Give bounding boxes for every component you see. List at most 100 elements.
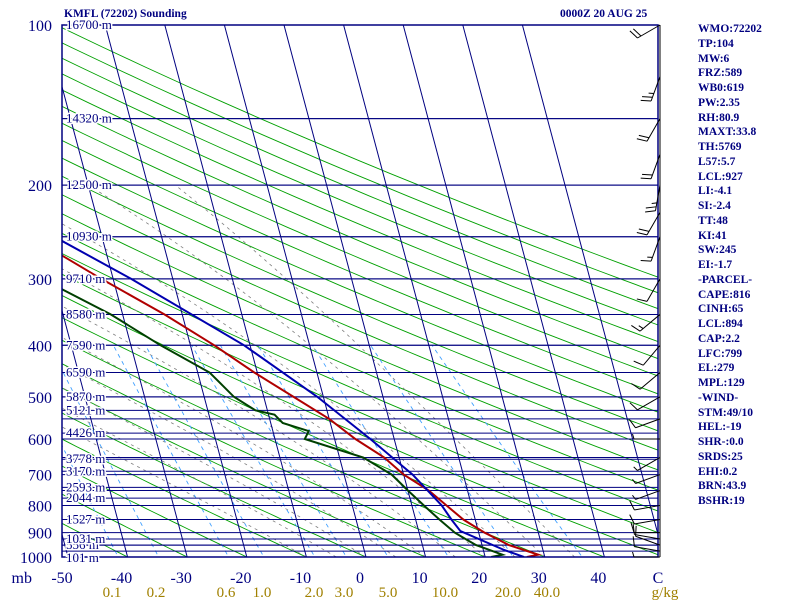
barb-flag: [629, 514, 635, 525]
moist-adiabat: [62, 363, 397, 557]
wind-barb: [632, 551, 660, 558]
mixing-ratio-line: [145, 345, 265, 557]
dry-adiabat: [62, 317, 606, 557]
wind-barb: [633, 457, 661, 471]
barb-flag: [633, 360, 644, 366]
index-line: BSHR:19: [698, 495, 745, 507]
height-label: 12500 m: [66, 177, 112, 192]
mixing-ratio-label: 0.1: [103, 585, 122, 600]
height-label: 5870 m: [66, 389, 105, 404]
wind-barb: [636, 118, 661, 142]
index-line: EI:-1.7: [698, 259, 733, 271]
mixing-ratio-label: 2.0: [305, 585, 324, 600]
wind-barb: [629, 500, 661, 511]
pressure-label: 400: [28, 338, 52, 355]
parcel-trace: [62, 239, 525, 557]
dry-adiabat: [62, 73, 658, 326]
height-label: 556 m: [66, 537, 99, 552]
mixing-ratio-label: 3.0: [335, 585, 354, 600]
index-line: BRN:43.9: [698, 480, 747, 493]
barb-flag: [628, 419, 636, 429]
barb-staff: [646, 118, 661, 142]
height-label: 3170 m: [66, 463, 105, 478]
barb-flag: [629, 30, 638, 39]
barb-flag: [631, 383, 641, 390]
temp-tick-label: -10: [290, 570, 311, 587]
barb-staff: [635, 474, 661, 484]
barb-flag: [642, 96, 653, 98]
dry-adiabat: [62, 89, 658, 343]
barb-staff: [635, 535, 661, 546]
index-line: MAXT:33.8: [698, 126, 757, 139]
height-label: 1527 m: [66, 511, 105, 526]
index-line: TP:104: [698, 37, 734, 50]
barb-flag: [629, 500, 635, 511]
barb-half-flag: [632, 479, 636, 484]
barb-half-flag: [632, 494, 636, 500]
barb-flag: [638, 134, 650, 139]
index-line: LCL:927: [698, 170, 743, 183]
dry-adiabat: [62, 295, 658, 556]
index-line: LFC:799: [698, 347, 743, 360]
barb-staff: [634, 504, 661, 511]
index-line: KI:41: [698, 229, 727, 242]
pressure-label: 500: [28, 390, 52, 407]
height-label: 16700 m: [66, 17, 112, 32]
barb-staff: [642, 344, 661, 366]
index-line: CAP:2.2: [698, 332, 740, 345]
barb-flag: [636, 298, 648, 302]
barb-staff: [637, 457, 661, 471]
height-label: 4426 m: [66, 425, 105, 440]
moist-adiabat: [62, 305, 456, 557]
barb-staff: [634, 546, 661, 552]
barb-flag: [633, 28, 642, 37]
index-line: CAPE:816: [698, 288, 751, 301]
index-line: SI:-2.4: [698, 200, 731, 212]
dry-adiabat: [62, 438, 308, 557]
mixing-ratio-label: g/kg: [652, 585, 679, 600]
isotherm: [62, 532, 69, 557]
index-line: MPL:129: [698, 377, 745, 389]
mixing-ratio-label: 1.0: [253, 585, 272, 600]
height-label: 9710 m: [66, 271, 105, 286]
index-line: SW:245: [698, 244, 737, 257]
temp-tick-label: 0: [356, 570, 364, 587]
barb-staff: [637, 396, 661, 411]
chart-title: KMFL (72202) Sounding: [64, 8, 187, 20]
wind-barb: [632, 474, 661, 484]
barb-flag: [645, 210, 656, 213]
pressure-label: 600: [28, 432, 52, 449]
index-line: SRDS:25: [698, 450, 743, 463]
wind-barb: [640, 76, 661, 102]
moist-adiabat: [62, 426, 307, 557]
index-line: -WIND-: [698, 391, 739, 404]
wind-barb: [629, 514, 661, 525]
dry-adiabat: [62, 522, 129, 557]
barb-staff: [646, 278, 661, 302]
mixing-ratio-label: 40.0: [534, 585, 560, 600]
moist-adiabat: [175, 184, 575, 557]
height-label: 1031 m: [66, 531, 105, 546]
dry-adiabat: [62, 232, 658, 491]
index-line: -PARCEL-: [698, 273, 753, 286]
temp-tick-label: 10: [412, 570, 428, 587]
dry-adiabat: [62, 493, 189, 557]
barb-half-flag: [633, 466, 638, 471]
wind-barb: [640, 154, 661, 180]
barb-staff: [635, 418, 661, 429]
isotherm: [223, 25, 367, 557]
barb-staff: [637, 24, 661, 39]
temp-tick-label: C: [653, 570, 664, 587]
mixing-ratio-label: 20.0: [495, 585, 521, 600]
height-label: 101 m: [66, 550, 99, 565]
index-line: PW:2.35: [698, 96, 740, 109]
index-line: L57:5.7: [698, 155, 736, 168]
mixing-ratio-line: [191, 345, 316, 557]
wind-barb: [633, 344, 661, 366]
wind-barb: [629, 24, 661, 39]
barb-staff: [650, 76, 661, 102]
dry-adiabat: [62, 412, 368, 557]
isotherm: [104, 25, 248, 557]
pressure-label: 300: [28, 272, 52, 289]
